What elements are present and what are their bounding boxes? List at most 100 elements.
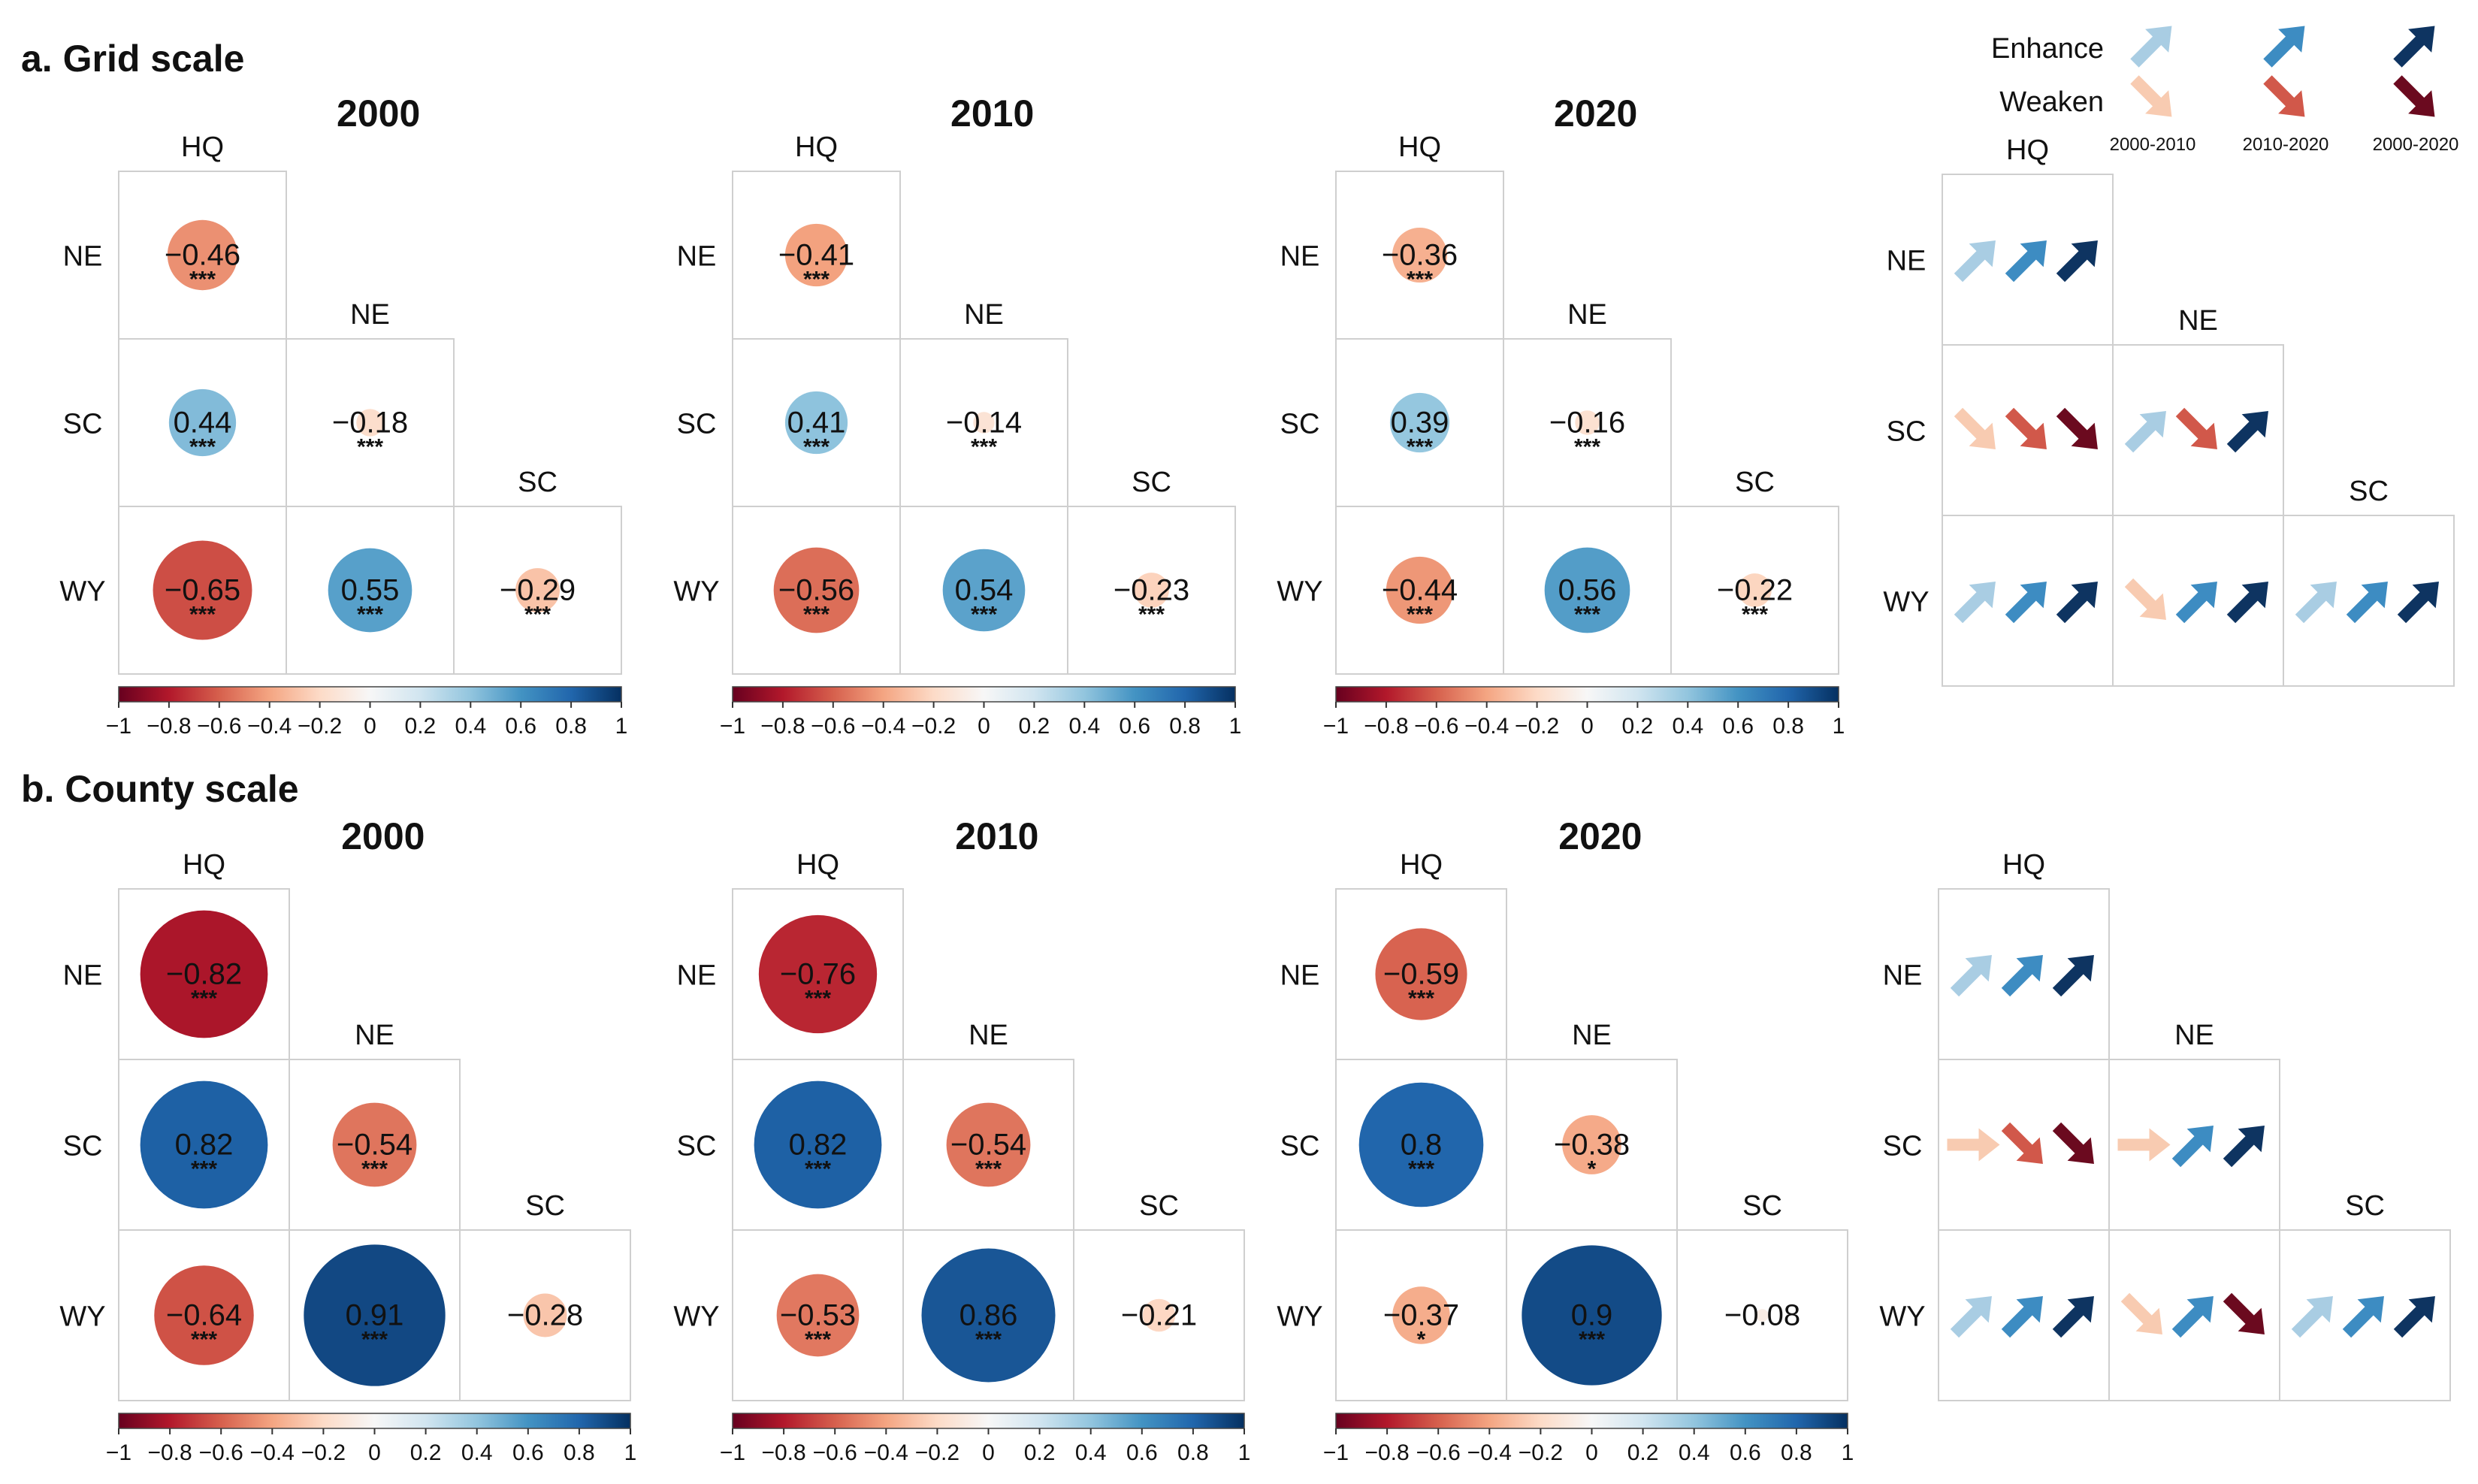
colorbar-tick-label: −1 — [1323, 1440, 1349, 1465]
legend-period-label: 2000-2020 — [2373, 134, 2459, 155]
column-label: NE — [1567, 299, 1607, 331]
correlation-value: −0.56 — [778, 574, 854, 607]
column-label: NE — [350, 299, 390, 331]
significance-stars: *** — [357, 435, 383, 460]
colorbar-tick-label: −0.2 — [911, 714, 956, 739]
correlation-value: −0.28 — [507, 1299, 583, 1332]
correlation-circle — [1386, 556, 1454, 624]
correlation-value: −0.82 — [166, 958, 242, 991]
colorbar-tick-label: 1 — [624, 1440, 637, 1465]
correlation-value: −0.54 — [950, 1129, 1026, 1162]
colorbar-tick-label: 0.8 — [1772, 714, 1804, 739]
colorbar-tick-label: 0.4 — [1672, 714, 1703, 739]
section-title-grid: a. Grid scale — [21, 38, 244, 80]
correlation-value: 0.39 — [1391, 407, 1449, 440]
trend-arrow-enhance — [2223, 1126, 2265, 1168]
trend-arrow-enhance — [1950, 1296, 1992, 1338]
colorbar-tick-label: 0.4 — [1068, 714, 1100, 739]
correlation-circle — [167, 219, 238, 291]
section-title-county: b. County scale — [21, 768, 299, 810]
legend-weaken-arrow — [2393, 75, 2435, 117]
correlation-circle — [140, 1081, 268, 1209]
trend-arrow-weaken — [2175, 407, 2217, 449]
correlation-circle — [784, 391, 848, 455]
significance-stars: *** — [805, 1157, 831, 1182]
trend-arrow-weaken — [2124, 578, 2166, 620]
correlation-circle — [304, 1244, 446, 1386]
trend-arrow-enhance — [2052, 1296, 2094, 1338]
significance-stars: *** — [1574, 435, 1600, 460]
significance-stars: *** — [357, 603, 383, 627]
significance-stars: *** — [189, 435, 216, 460]
correlation-circle — [332, 1102, 417, 1187]
row-label: SC — [677, 409, 717, 440]
legend-enhance-arrow — [2130, 26, 2172, 68]
colorbar-tick-label: 0 — [1581, 714, 1594, 739]
legend-enhance-label: Enhance — [1991, 33, 2104, 65]
column-label: HQ — [183, 849, 225, 881]
correlation-circle — [1375, 928, 1467, 1020]
correlation-value: −0.53 — [780, 1299, 856, 1332]
significance-stars: *** — [191, 987, 217, 1011]
correlation-circle — [1142, 1298, 1176, 1332]
colorbar-tick-label: 0.2 — [405, 714, 437, 739]
trend-arrow-weaken — [2056, 407, 2098, 449]
row-label: NE — [677, 960, 717, 992]
row-label: WY — [1879, 1301, 1925, 1333]
correlation-circle — [754, 1081, 882, 1209]
colorbar-tick-label: −0.2 — [1519, 1440, 1563, 1465]
significance-stars: *** — [805, 987, 831, 1011]
row-label: WY — [1277, 576, 1322, 608]
colorbar-tick-label: −1 — [106, 1440, 131, 1465]
trend-arrow-enhance — [2005, 240, 2047, 283]
colorbar-tick-label: −0.6 — [813, 1440, 857, 1465]
column-label: NE — [1572, 1020, 1612, 1051]
trend-legend: Enhance Weaken 2000-2010 2010-2020 2000-2020 — [1991, 26, 2459, 155]
trend-arrow-enhance — [2052, 955, 2094, 997]
column-label: NE — [2178, 305, 2218, 337]
colorbar-tick-label: −1 — [720, 1440, 745, 1465]
column-label: SC — [1139, 1190, 1179, 1222]
colorbar-tick-label: 0.6 — [512, 1440, 544, 1465]
colorbar-tick-label: 0.8 — [1781, 1440, 1812, 1465]
trend-arrow-weaken — [2052, 1122, 2094, 1164]
column-label: HQ — [796, 849, 839, 881]
colorbar-tick-label: 0.2 — [1024, 1440, 1056, 1465]
correlation-circle — [515, 568, 560, 612]
correlation-circle — [328, 548, 412, 633]
trend-arrow-enhance — [2226, 582, 2268, 624]
trend-arrow-enhance — [1954, 240, 1996, 283]
panel-3: HQ NE SC NE SC WY — [1883, 134, 2455, 687]
correlation-circle — [168, 388, 237, 457]
significance-stars: *** — [975, 1328, 1002, 1353]
colorbar — [1335, 686, 1839, 703]
colorbar-tick-label: 0.6 — [1722, 714, 1754, 739]
correlation-value: 0.44 — [174, 407, 232, 440]
trend-arrow-weaken — [2001, 1122, 2043, 1164]
colorbar-tick-label: 0 — [982, 1440, 995, 1465]
correlation-value: 0.9 — [1571, 1299, 1613, 1332]
colorbar-tick-label: 1 — [1842, 1440, 1854, 1465]
significance-stars: * — [1588, 1157, 1597, 1182]
correlation-value: −0.23 — [1114, 574, 1189, 607]
row-label: NE — [1883, 960, 1923, 992]
correlation-value: −0.21 — [1121, 1299, 1197, 1332]
colorbar-tick-label: 1 — [1238, 1440, 1251, 1465]
panel-2: 2020−0.36***0.39***−0.16***−0.44***0.56*… — [1277, 92, 1845, 739]
correlation-value: 0.8 — [1401, 1129, 1443, 1162]
year-title: 2020 — [1554, 92, 1637, 134]
colorbar-tick-label: 1 — [1229, 714, 1242, 739]
colorbar-tick-label: 0.2 — [1019, 714, 1050, 739]
column-label: SC — [525, 1190, 565, 1222]
column-label: HQ — [181, 131, 224, 163]
correlation-circle — [1756, 1309, 1769, 1322]
panel-6: 2020−0.59***0.8***−0.38*−0.37*0.9***−0.0… — [1277, 815, 1854, 1465]
row-label: WY — [59, 576, 105, 608]
correlation-circle — [356, 409, 384, 437]
correlation-circle — [1562, 1115, 1621, 1174]
column-label: HQ — [1400, 849, 1443, 881]
legend-enhance-arrow — [2263, 26, 2305, 68]
colorbar-tick-label: −0.8 — [1364, 714, 1408, 739]
colorbar — [1335, 1413, 1848, 1429]
